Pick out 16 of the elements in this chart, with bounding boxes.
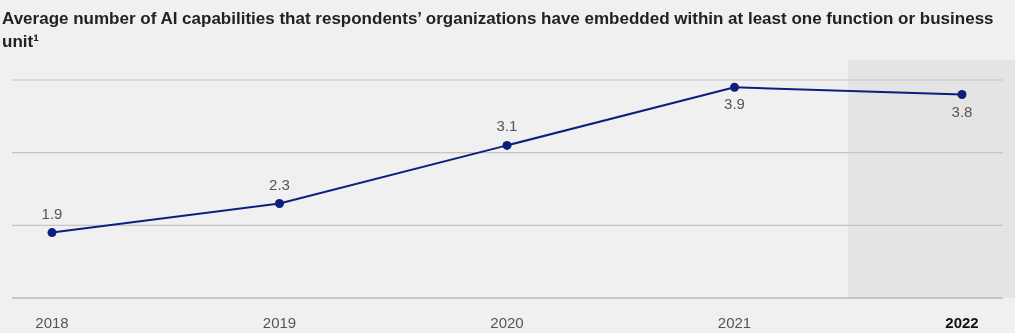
x-tick-label: 2021 — [717, 314, 752, 331]
point — [47, 228, 57, 238]
data-label: 1.9 — [41, 204, 63, 222]
x-tick-label: 2020 — [490, 314, 524, 331]
data-label: 2.3 — [269, 175, 290, 193]
point — [730, 82, 739, 92]
point — [957, 90, 967, 100]
data-label: 3.9 — [724, 95, 745, 113]
data-label: 3.1 — [496, 117, 518, 135]
data-label: 3.8 — [951, 102, 973, 120]
point — [275, 199, 284, 209]
chart-title: Average number of AI capabilities that respondents’ organizations have embedded within at least one function or business unit¹ — [2, 9, 994, 51]
x-tick-label: 2022 — [945, 314, 979, 331]
point — [502, 140, 512, 150]
x-tick-label: 2018 — [35, 314, 69, 331]
x-tick-label: 2019 — [262, 314, 297, 331]
